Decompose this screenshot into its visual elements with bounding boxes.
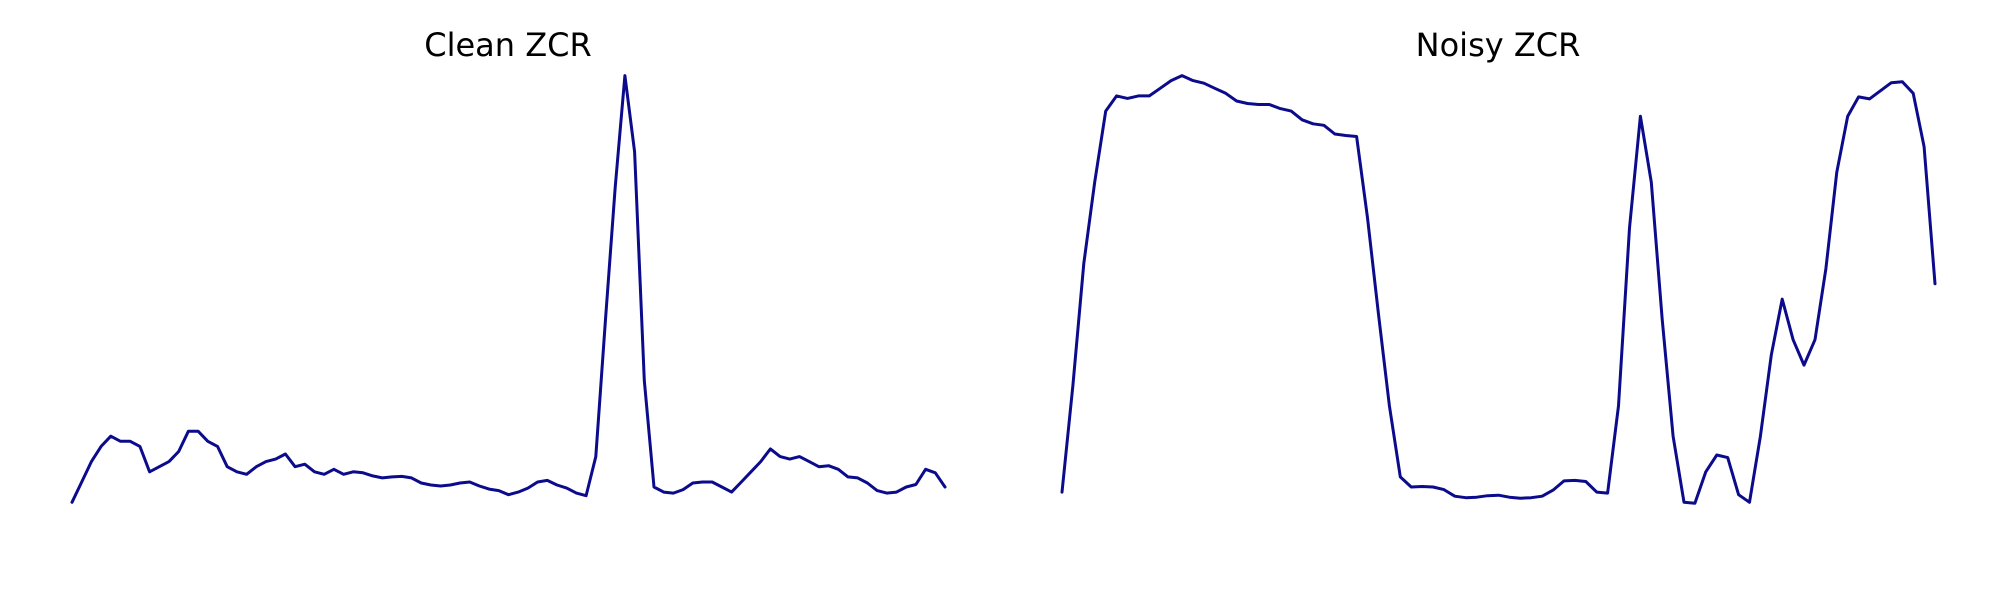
chart-title-clean-zcr: Clean ZCR [424, 26, 591, 64]
chart-title-noisy-zcr: Noisy ZCR [1416, 26, 1581, 64]
chart-clean-zcr: Clean ZCR [70, 26, 947, 504]
chart-noisy-zcr: Noisy ZCR [1060, 26, 1937, 505]
series-line-clean-zcr [70, 74, 947, 504]
series-line-noisy-zcr [1060, 74, 1937, 505]
